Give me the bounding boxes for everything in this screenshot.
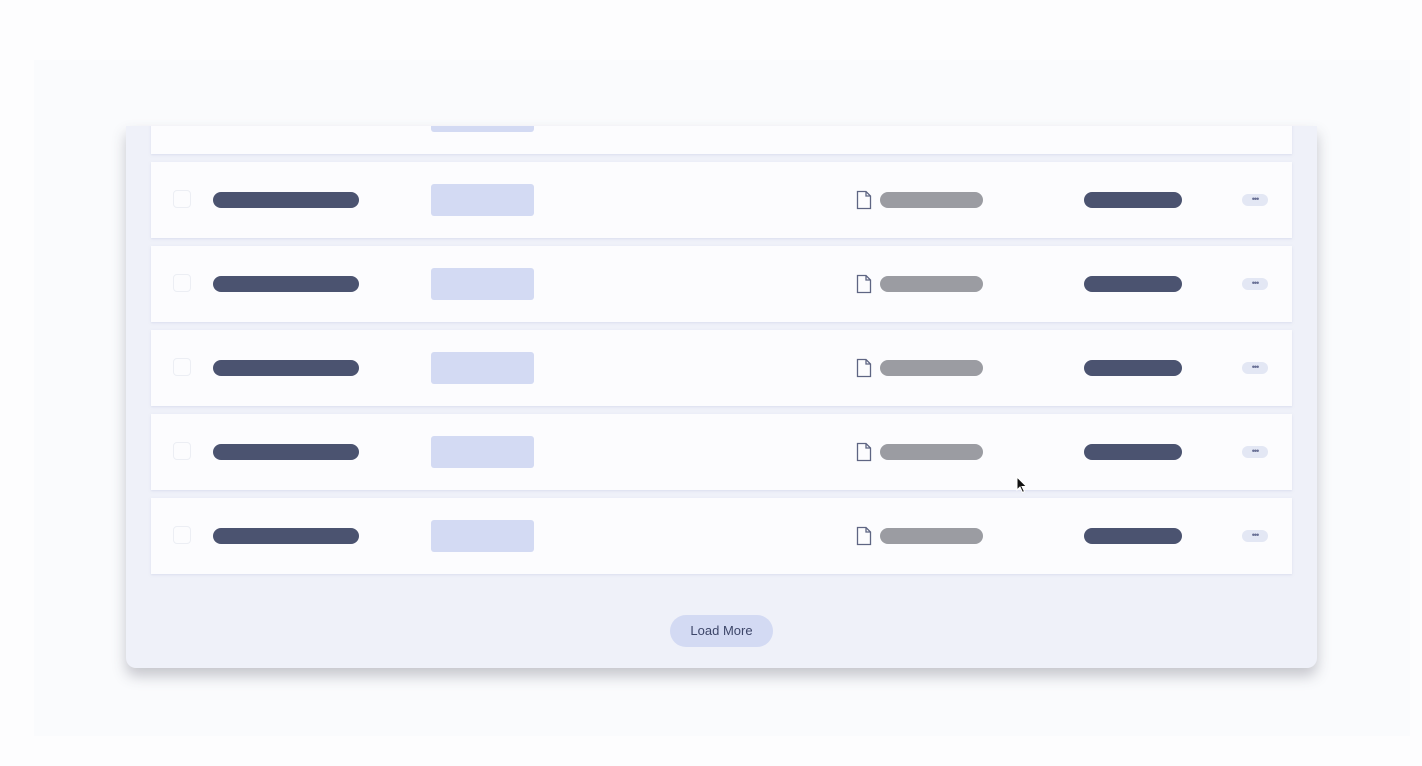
filename-placeholder <box>880 360 983 376</box>
name-placeholder <box>213 444 359 460</box>
table-row[interactable]: ••• <box>151 126 1292 154</box>
more-horizontal-icon[interactable]: ••• <box>1242 446 1268 458</box>
file-icon <box>856 274 872 294</box>
table-row[interactable]: ••• <box>151 162 1292 238</box>
row-checkbox[interactable] <box>173 190 191 208</box>
tag-placeholder <box>431 436 534 468</box>
owner-placeholder <box>1084 360 1182 376</box>
mouse-cursor-icon <box>1016 476 1028 494</box>
file-icon <box>856 190 872 210</box>
owner-placeholder <box>1084 528 1182 544</box>
tag-placeholder <box>431 126 534 132</box>
tag-placeholder <box>431 352 534 384</box>
tag-placeholder <box>431 268 534 300</box>
load-more-button[interactable]: Load More <box>670 615 773 647</box>
row-checkbox[interactable] <box>173 526 191 544</box>
file-list: ••• ••• ••• ••• ••• ••• <box>151 126 1292 582</box>
name-placeholder <box>213 192 359 208</box>
name-placeholder <box>213 276 359 292</box>
row-checkbox[interactable] <box>173 274 191 292</box>
name-placeholder <box>213 528 359 544</box>
row-checkbox[interactable] <box>173 442 191 460</box>
row-checkbox[interactable] <box>173 358 191 376</box>
more-horizontal-icon[interactable]: ••• <box>1242 278 1268 290</box>
table-row[interactable]: ••• <box>151 414 1292 490</box>
file-list-card: ••• ••• ••• ••• ••• ••• Load More <box>126 126 1317 668</box>
table-row[interactable]: ••• <box>151 330 1292 406</box>
file-icon <box>856 526 872 546</box>
tag-placeholder <box>431 520 534 552</box>
table-row[interactable]: ••• <box>151 498 1292 574</box>
file-icon <box>856 358 872 378</box>
file-icon <box>856 442 872 462</box>
table-row[interactable]: ••• <box>151 246 1292 322</box>
filename-placeholder <box>880 444 983 460</box>
more-horizontal-icon[interactable]: ••• <box>1242 530 1268 542</box>
more-horizontal-icon[interactable]: ••• <box>1242 362 1268 374</box>
owner-placeholder <box>1084 444 1182 460</box>
filename-placeholder <box>880 192 983 208</box>
more-horizontal-icon[interactable]: ••• <box>1242 194 1268 206</box>
filename-placeholder <box>880 528 983 544</box>
owner-placeholder <box>1084 276 1182 292</box>
name-placeholder <box>213 360 359 376</box>
tag-placeholder <box>431 184 534 216</box>
owner-placeholder <box>1084 192 1182 208</box>
filename-placeholder <box>880 276 983 292</box>
